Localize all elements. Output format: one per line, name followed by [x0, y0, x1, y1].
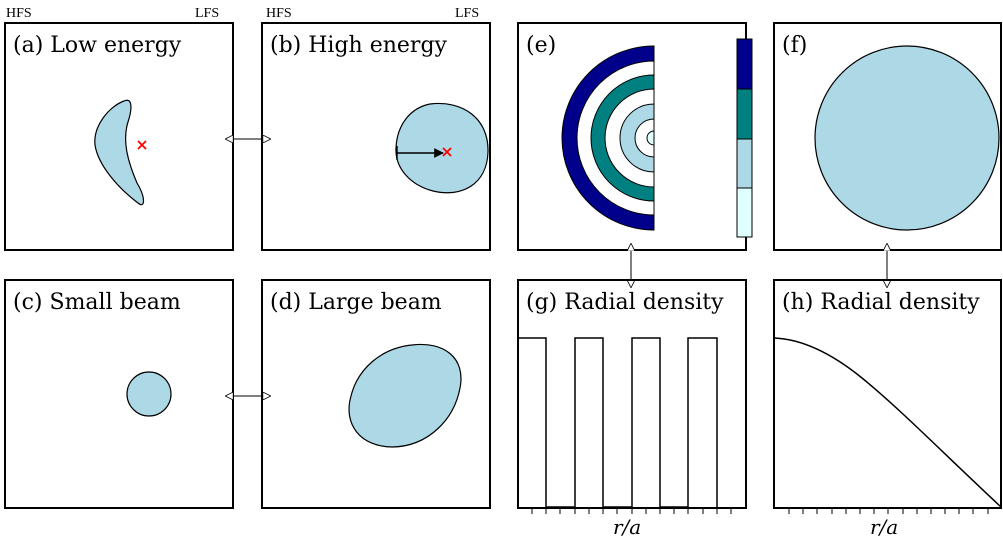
- color-scale-bar: [736, 38, 753, 238]
- half-ring-diagram: [561, 45, 655, 231]
- h-axis-ticks: [788, 508, 989, 514]
- panel-g-label: (g) Radial density: [526, 290, 724, 315]
- full-circle-shape: [814, 45, 1000, 231]
- step-density-profile: [518, 337, 718, 508]
- panel-g: (g) Radial density r/a: [517, 279, 747, 539]
- h-xlabel: r/a: [870, 515, 898, 539]
- panel-e-label: (e): [526, 33, 556, 58]
- panel-b-label: (b) High energy: [270, 33, 448, 58]
- large-beam-shape: [348, 343, 462, 448]
- magnetic-axis-marker-b: [442, 147, 452, 157]
- panel-c-label: (c) Small beam: [13, 290, 181, 315]
- panel-a: (a) Low energy: [4, 22, 234, 251]
- smooth-density-profile: [773, 337, 1002, 508]
- hfs-label-right: HFS: [266, 6, 292, 21]
- panel-h: (h) Radial density r/a: [773, 279, 1002, 539]
- crescent-shape: [94, 99, 145, 206]
- ring-core: [646, 130, 655, 146]
- panel-d: (d) Large beam: [261, 279, 491, 509]
- small-beam-shape: [126, 371, 172, 417]
- panel-d-label: (d) Large beam: [270, 290, 442, 315]
- g-axis-ticks: [531, 508, 732, 514]
- ring-gap-3: [634, 118, 655, 158]
- magnetic-axis-marker-a: [137, 140, 147, 150]
- panel-e: (e): [517, 22, 753, 251]
- panel-f: (f): [773, 22, 1002, 251]
- shifted-blob-shape: [395, 102, 489, 194]
- panel-f-label: (f): [782, 33, 807, 58]
- panel-c: (c) Small beam: [4, 279, 234, 509]
- lfs-label-right: LFS: [455, 6, 479, 21]
- lfs-label-left: LFS: [195, 6, 219, 21]
- panel-a-label: (a) Low energy: [13, 33, 182, 58]
- g-xlabel: r/a: [613, 515, 641, 539]
- hfs-label-left: HFS: [6, 6, 32, 21]
- panel-h-label: (h) Radial density: [782, 290, 980, 315]
- panel-b: (b) High energy: [261, 22, 491, 251]
